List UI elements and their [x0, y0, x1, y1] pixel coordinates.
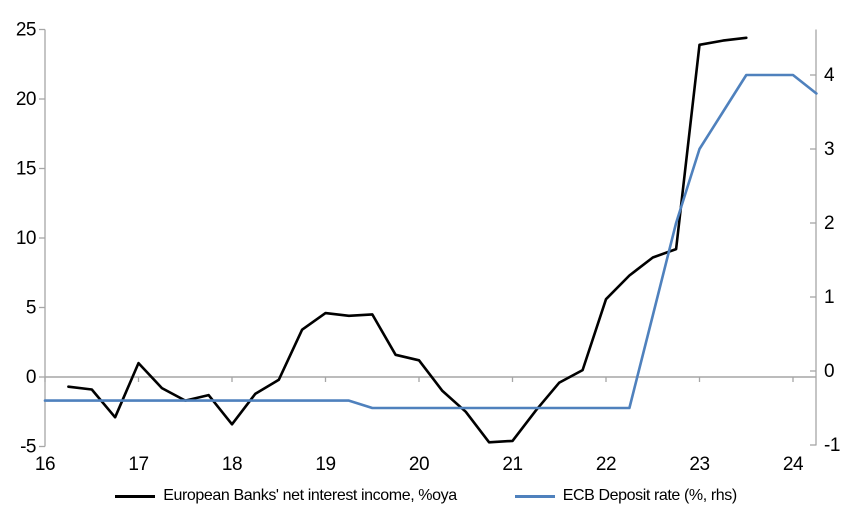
legend-label-ecb-deposit-rate: ECB Deposit rate (%, rhs)	[562, 487, 737, 504]
legend-item-net-interest-income: European Banks' net interest income, %oy…	[115, 487, 457, 505]
x-axis-tick-label: 19	[315, 454, 335, 475]
legend-line-swatch-blue	[514, 494, 555, 498]
x-axis-tick-label: 17	[128, 454, 148, 475]
left-axis-tick-label: 25	[16, 20, 36, 41]
x-axis-tick-label: 16	[35, 454, 55, 475]
legend-line-swatch-black	[115, 494, 156, 498]
x-axis-tick-label: 24	[783, 454, 804, 475]
legend-item-ecb-deposit-rate: ECB Deposit rate (%, rhs)	[514, 487, 737, 505]
legend-label-net-interest-income: European Banks' net interest income, %oy…	[163, 487, 457, 504]
x-axis-tick-label: 18	[222, 454, 242, 475]
x-axis-tick-label: 21	[502, 454, 522, 475]
right-axis-tick-label: 3	[824, 139, 834, 160]
x-axis-tick-label: 20	[409, 454, 429, 475]
series-line-ecb-deposit-rate	[43, 73, 818, 410]
right-axis-tick-label: 1	[824, 287, 834, 308]
left-axis-tick-label: 10	[16, 228, 36, 249]
right-axis-tick-label: 2	[824, 213, 834, 234]
series-line-net-interest-income	[67, 36, 748, 444]
x-axis-tick-label: 23	[689, 454, 709, 475]
x-axis-tick-label: 22	[596, 454, 616, 475]
left-axis-tick-label: 0	[26, 367, 36, 388]
legend: European Banks' net interest income, %oy…	[0, 487, 852, 505]
left-axis-tick-label: 20	[16, 89, 36, 110]
left-axis-tick-label: -5	[20, 437, 36, 458]
left-axis-tick-label: 5	[26, 298, 36, 319]
right-axis-tick-label: 4	[824, 65, 835, 86]
right-axis-tick-label: 0	[824, 361, 834, 382]
right-axis-tick-label: -1	[824, 435, 840, 456]
left-axis-tick-label: 15	[16, 159, 36, 180]
